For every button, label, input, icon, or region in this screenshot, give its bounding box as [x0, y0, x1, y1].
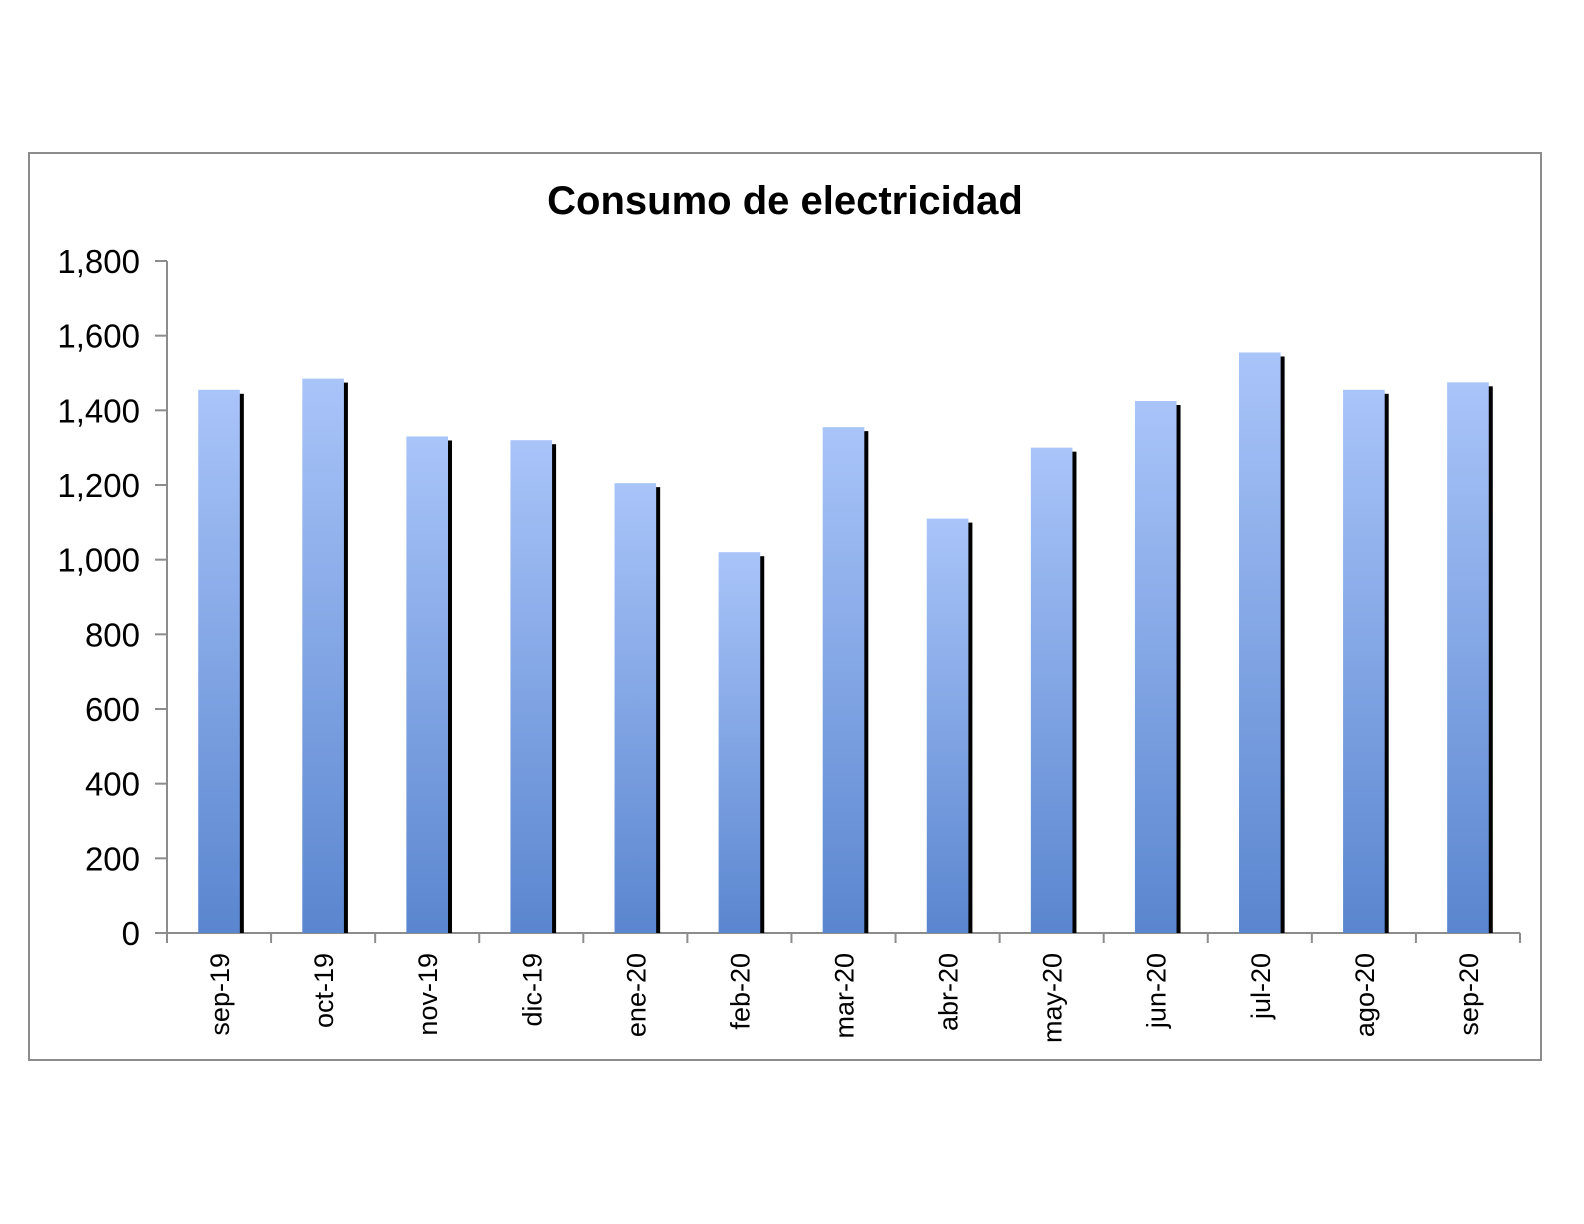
bar [614, 483, 657, 933]
chart-frame: Consumo de electricidad 0 200 400 600 800 1,0… [28, 152, 1542, 1061]
bar [510, 440, 553, 933]
x-tick-label: feb-20 [725, 953, 755, 1030]
x-tick-label: jun-20 [1142, 953, 1172, 1029]
y-tick-label: 1,600 [57, 318, 140, 355]
y-tick-label: 0 [122, 915, 140, 952]
y-tick-label: 1,200 [57, 467, 140, 504]
x-tick-label: oct-19 [309, 953, 339, 1028]
bar [198, 389, 240, 933]
bar [1238, 352, 1281, 933]
y-axis-ticks: 0 200 400 600 800 1,000 1,200 1,400 1,600 1,800 [57, 243, 167, 952]
y-tick-label: 1,800 [57, 243, 140, 280]
y-tick-label: 800 [85, 616, 140, 653]
x-tick-label: nov-19 [413, 953, 443, 1036]
y-tick-label: 1,400 [57, 392, 140, 429]
bar [822, 427, 865, 933]
chart-canvas: Consumo de electricidad 0 200 400 600 800 1,0… [57, 179, 1521, 1043]
bar [406, 436, 449, 933]
bar [926, 518, 969, 933]
x-tick-label: mar-20 [830, 953, 860, 1039]
y-tick-label: 1,000 [57, 542, 140, 579]
x-tick-label: may-20 [1038, 953, 1068, 1043]
x-tick-label: jul-20 [1246, 953, 1276, 1020]
bar [302, 378, 344, 934]
x-tick-label: dic-19 [517, 953, 547, 1027]
x-tick-label: ene-20 [621, 953, 651, 1037]
chart-title: Consumo de electricidad [547, 179, 1023, 223]
bars [198, 352, 1493, 934]
y-tick-label: 400 [85, 766, 140, 803]
y-tick-label: 200 [85, 840, 140, 877]
x-tick-label: abr-20 [934, 953, 964, 1031]
x-tick-label: sep-20 [1454, 953, 1484, 1036]
bar [1447, 382, 1489, 933]
x-tick-label: ago-20 [1350, 953, 1380, 1037]
bar [1343, 389, 1385, 933]
bar [1134, 401, 1177, 933]
x-axis-ticks: sep-19 oct-19 nov-19 dic-19 ene-20 feb-20 mar-… [166, 933, 1521, 1043]
y-tick-label: 600 [85, 691, 140, 728]
x-tick-label: sep-19 [205, 953, 235, 1036]
bar [1030, 447, 1073, 933]
bar [718, 552, 761, 933]
